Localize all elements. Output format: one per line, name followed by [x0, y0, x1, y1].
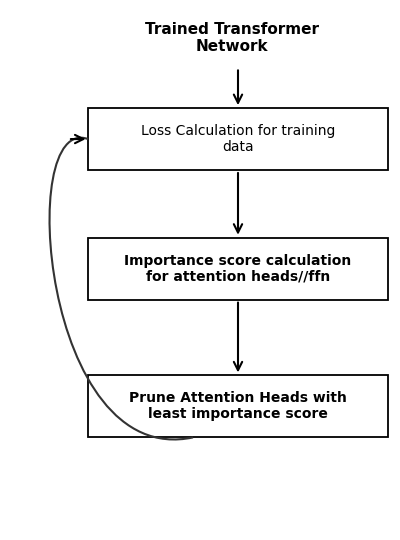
FancyBboxPatch shape: [88, 238, 388, 300]
Text: Trained Transformer
Network: Trained Transformer Network: [145, 22, 319, 54]
FancyBboxPatch shape: [88, 108, 388, 170]
Text: Loss Calculation for training
data: Loss Calculation for training data: [141, 124, 335, 154]
Text: Importance score calculation
for attention heads//ffn: Importance score calculation for attenti…: [124, 254, 352, 284]
Text: Prune Attention Heads with
least importance score: Prune Attention Heads with least importa…: [129, 392, 347, 421]
FancyBboxPatch shape: [88, 375, 388, 437]
